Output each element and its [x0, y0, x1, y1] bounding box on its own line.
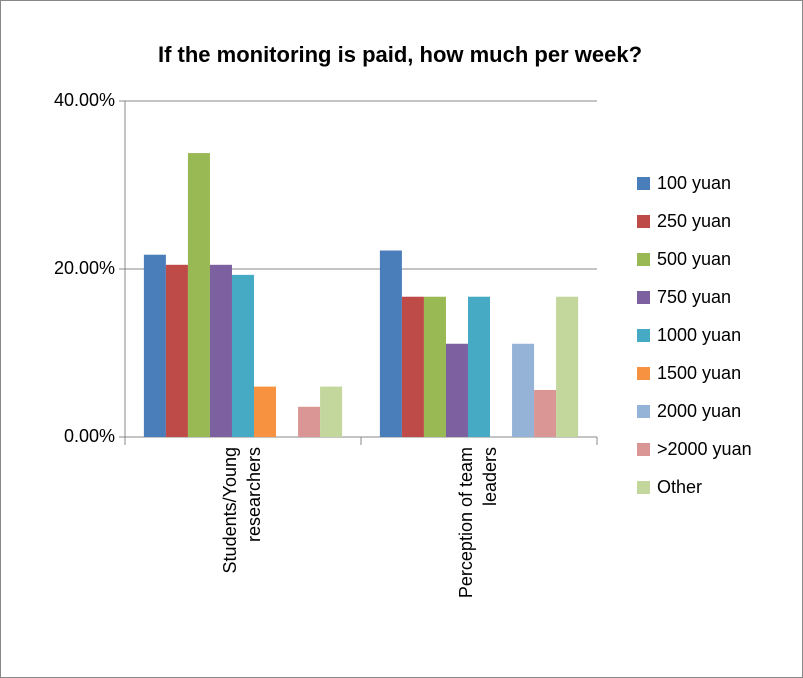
x-tick-label: researchers — [244, 447, 264, 542]
bar — [320, 386, 343, 437]
legend-label: 1000 yuan — [657, 325, 741, 345]
bar — [556, 296, 579, 437]
legend-swatch — [637, 329, 650, 342]
bar — [231, 274, 255, 437]
y-tick-label: 20.00% — [54, 258, 115, 278]
bar — [165, 264, 188, 437]
y-tick-label: 0.00% — [64, 426, 115, 446]
legend-label: 250 yuan — [657, 211, 731, 231]
legend-swatch — [637, 215, 650, 228]
legend-label: Other — [657, 477, 702, 497]
bar — [512, 343, 535, 437]
legend-swatch — [637, 177, 650, 190]
legend-swatch — [637, 291, 650, 304]
bar — [209, 264, 232, 437]
x-tick-label: Perception of team — [456, 447, 476, 598]
x-tick-label: Students/Young — [220, 447, 240, 573]
bar — [467, 296, 491, 437]
legend-label: >2000 yuan — [657, 439, 752, 459]
legend-swatch — [637, 367, 650, 380]
legend-swatch — [637, 253, 650, 266]
legend-label: 100 yuan — [657, 173, 731, 193]
bar — [379, 250, 402, 437]
bar — [401, 296, 424, 437]
legend-swatch — [637, 405, 650, 418]
legend-swatch — [637, 481, 650, 494]
legend-label: 1500 yuan — [657, 363, 741, 383]
bar — [254, 386, 277, 437]
bar — [445, 343, 468, 437]
legend-swatch — [637, 443, 650, 456]
x-tick-label: leaders — [480, 447, 500, 506]
bar — [298, 406, 321, 437]
bar — [187, 153, 210, 437]
legend-label: 2000 yuan — [657, 401, 741, 421]
bar — [534, 389, 557, 437]
legend-label: 750 yuan — [657, 287, 731, 307]
y-tick-label: 40.00% — [54, 90, 115, 110]
bar — [423, 296, 446, 437]
legend-label: 500 yuan — [657, 249, 731, 269]
bar — [143, 254, 166, 437]
chart-title: If the monitoring is paid, how much per … — [158, 42, 642, 67]
